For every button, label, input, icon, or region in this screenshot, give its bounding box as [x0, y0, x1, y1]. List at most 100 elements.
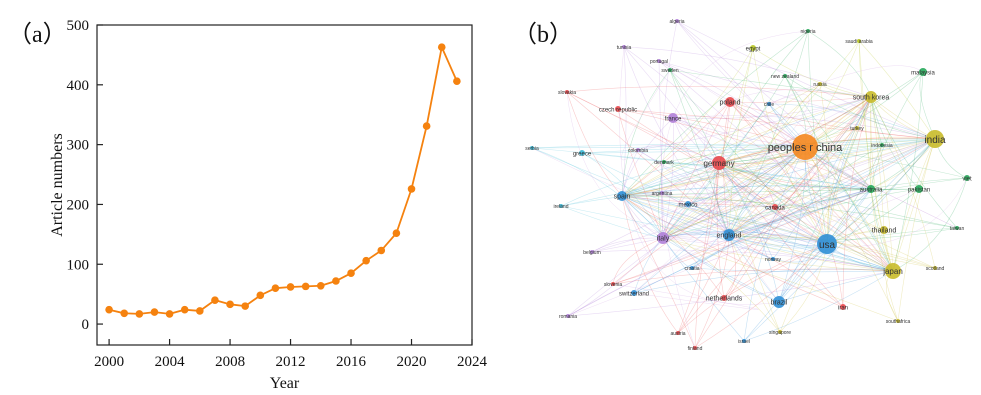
- node-label: germany: [703, 159, 734, 168]
- node-circle: [657, 59, 661, 63]
- network-edge: [676, 20, 872, 190]
- node-label: peoples r china: [768, 142, 843, 154]
- node-circle: [955, 226, 959, 230]
- network-edge: [621, 195, 936, 269]
- node-circle: [685, 201, 691, 207]
- network-edge: [662, 138, 936, 239]
- network-edge: [774, 96, 872, 208]
- network-edge: [661, 96, 872, 194]
- node-circle: [867, 185, 875, 193]
- network-edge: [804, 40, 860, 148]
- network-edge: [729, 101, 828, 245]
- network-edge: [621, 195, 894, 272]
- node-label: thailand: [872, 228, 897, 235]
- network-edge: [870, 96, 920, 190]
- node-label: slovenia: [604, 282, 623, 288]
- network-edge: [728, 234, 844, 308]
- node-label: switzerland: [619, 291, 649, 297]
- plot-frame: [96, 24, 473, 346]
- y-tick-label: 500: [67, 18, 90, 34]
- node-circle: [579, 150, 585, 156]
- network-edge: [728, 227, 958, 241]
- network-node: russia: [813, 82, 827, 88]
- network-edge: [723, 234, 736, 299]
- network-edge: [642, 192, 776, 208]
- network-edge: [669, 69, 828, 245]
- node-circle: [631, 290, 637, 296]
- network-edge: [623, 46, 720, 164]
- y-tick-label: 400: [67, 78, 90, 94]
- network-edge: [804, 146, 894, 272]
- network-edge: [870, 96, 894, 272]
- network-edge: [661, 192, 730, 236]
- network-edge: [807, 30, 828, 245]
- network-edge: [662, 231, 828, 245]
- node-label: romania: [559, 314, 577, 320]
- network-edge: [567, 237, 664, 317]
- network-node: romania: [559, 314, 577, 320]
- node-circle: [690, 266, 694, 270]
- network-edge: [637, 96, 872, 151]
- node-circle: [668, 68, 672, 72]
- network-edge: [672, 117, 894, 272]
- node-circle: [742, 339, 746, 343]
- network-edge: [687, 188, 872, 208]
- y-tick-label: 0: [82, 317, 90, 333]
- series-line: [108, 44, 458, 315]
- data-point: [316, 281, 325, 290]
- network-edge: [560, 185, 872, 207]
- network-edge: [778, 270, 894, 303]
- data-point: [165, 310, 174, 318]
- network-edge: [612, 188, 872, 285]
- network-edge: [621, 69, 671, 161]
- network-edge: [662, 231, 828, 245]
- node-circle: [885, 263, 901, 279]
- node-circle: [933, 266, 937, 270]
- network-edge: [658, 60, 872, 190]
- network-edge: [591, 249, 894, 272]
- network-edge: [633, 188, 872, 294]
- network-edge: [663, 146, 806, 165]
- network-edge: [728, 188, 872, 236]
- x-tick-label: 2016: [336, 354, 367, 370]
- network-edge: [581, 152, 894, 272]
- network-node: turkey: [850, 126, 864, 132]
- node-circle: [668, 113, 678, 123]
- network-node: norway: [765, 257, 782, 263]
- network-edge: [662, 71, 924, 239]
- network-edge: [662, 162, 720, 239]
- network-node: pakistan: [908, 185, 930, 193]
- network-edge: [633, 138, 936, 294]
- node-label: iran: [838, 305, 848, 311]
- data-point: [256, 291, 265, 300]
- node-circle: [792, 134, 818, 160]
- node-circle: [840, 304, 846, 310]
- network-edge: [621, 195, 958, 229]
- network-edge: [870, 177, 968, 190]
- network-edge: [804, 138, 936, 148]
- network-edge: [743, 146, 806, 342]
- network-edge: [728, 234, 781, 333]
- network-edge: [621, 46, 627, 197]
- network-edge: [531, 147, 664, 239]
- network-edge: [567, 270, 894, 317]
- network-edge: [826, 96, 872, 245]
- network-edge: [621, 144, 883, 197]
- network-edge: [662, 146, 806, 239]
- network-edge: [669, 69, 872, 98]
- network-node: argentina: [652, 191, 673, 197]
- node-label: denmark: [654, 160, 674, 166]
- network-edge: [677, 234, 730, 334]
- node-label: brazil: [771, 300, 788, 307]
- node-circle: [676, 331, 680, 335]
- network-edge: [718, 96, 872, 164]
- network-edge: [694, 234, 730, 349]
- network-edge: [621, 195, 679, 334]
- network-edge: [723, 96, 872, 299]
- network-edge: [728, 229, 885, 239]
- y-tick-label: 300: [67, 138, 90, 154]
- node-circle: [590, 250, 594, 254]
- x-axis-label: Year: [270, 375, 300, 390]
- network-edge: [566, 91, 828, 245]
- network-node: indonesia: [871, 143, 893, 149]
